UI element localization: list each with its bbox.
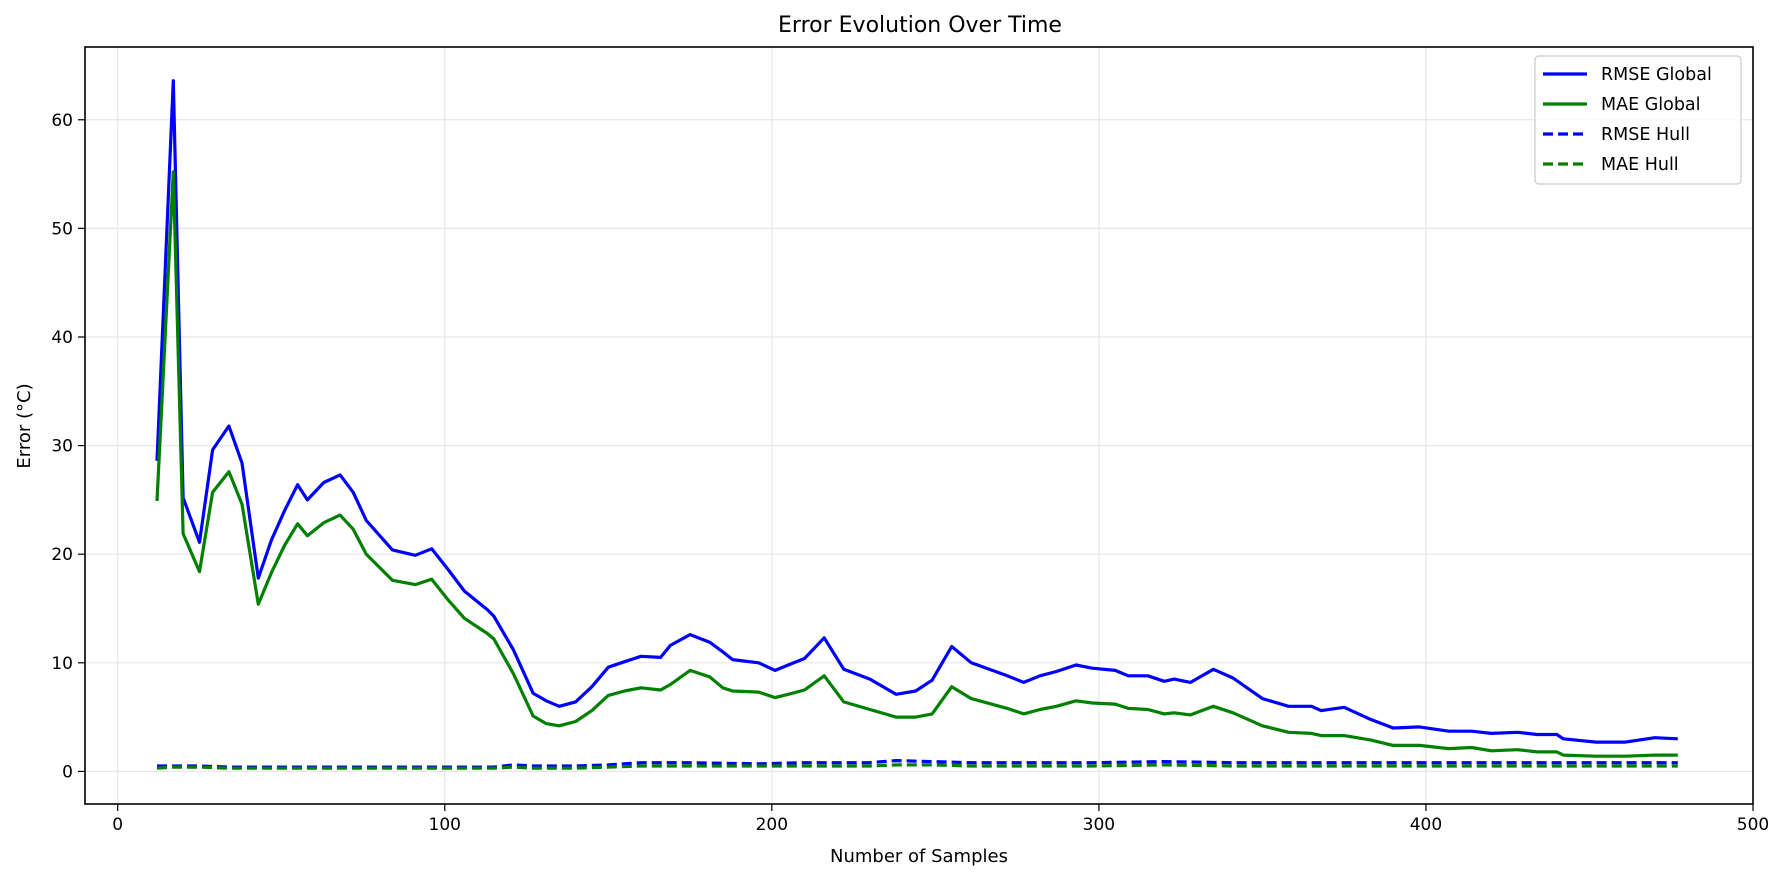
legend-label-rmse-global: RMSE Global xyxy=(1601,65,1712,85)
x-tick-label: 0 xyxy=(112,815,123,835)
x-tick-label: 200 xyxy=(756,815,788,835)
y-tick-label: 0 xyxy=(62,762,73,782)
y-tick-label: 40 xyxy=(51,328,73,348)
series-line-mae-global xyxy=(155,170,1678,758)
plot-frame xyxy=(84,46,1754,805)
legend-label-rmse-hull: RMSE Hull xyxy=(1601,125,1690,145)
y-tick-label: 20 xyxy=(51,545,73,565)
chart-title: Error Evolution Over Time xyxy=(778,13,1062,38)
legend-label-mae-hull: MAE Hull xyxy=(1601,155,1679,175)
series-line-rmse-global xyxy=(155,79,1678,744)
y-axis-label: Error (°C) xyxy=(14,383,35,468)
x-tick-label: 100 xyxy=(429,815,461,835)
series-layer xyxy=(155,79,1678,770)
legend: RMSE Global MAE Global RMSE Hull MAE Hul… xyxy=(1534,55,1742,185)
ticks: 0 100 200 300 400 500 0 10 20 30 40 50 60 xyxy=(51,111,1769,835)
y-tick-label: 60 xyxy=(51,111,73,131)
grid xyxy=(85,47,1754,804)
x-tick-label: 300 xyxy=(1083,815,1115,835)
y-tick-label: 10 xyxy=(51,654,73,674)
legend-box xyxy=(1534,55,1742,185)
y-tick-label: 50 xyxy=(51,219,73,239)
series-line-mae-hull xyxy=(156,763,1678,770)
x-tick-label: 400 xyxy=(1410,815,1442,835)
y-tick-label: 30 xyxy=(51,437,73,457)
x-tick-label: 500 xyxy=(1737,815,1769,835)
x-axis-label: Number of Samples xyxy=(830,846,1008,867)
legend-label-mae-global: MAE Global xyxy=(1601,95,1701,115)
